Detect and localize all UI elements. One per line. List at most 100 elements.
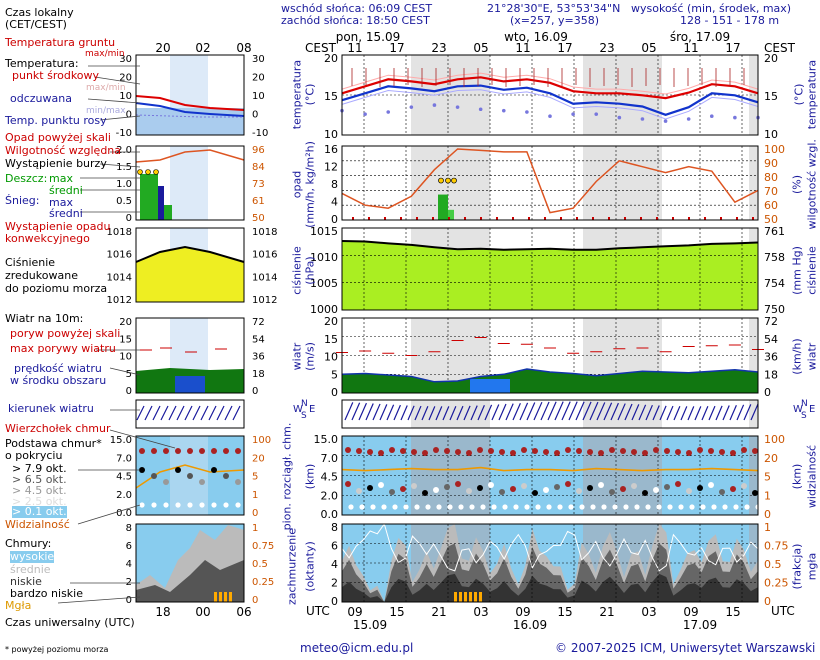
convective-marker-592 <box>592 217 594 220</box>
bottom-day-1: 16.09 <box>513 618 547 632</box>
vis-right-tick-0: 100 <box>764 433 785 446</box>
cloud-base-dot-2 <box>367 485 373 491</box>
top-day-2: śro, 17.09 <box>670 30 730 44</box>
legend-press-left-tick-1: 1016 <box>107 250 132 261</box>
wind-arrow-439 <box>435 406 443 421</box>
hum-title: wilgotność wzgl. <box>805 139 819 230</box>
storm-marker-0 <box>438 177 444 184</box>
dewpoint-point-9 <box>548 114 552 119</box>
visibility-line <box>341 466 759 472</box>
legend-perceived-line <box>135 102 245 117</box>
cloud-low-dot-14 <box>502 504 508 510</box>
cloud-low-dot-22 <box>590 504 596 510</box>
dir-panel-night-0 <box>411 400 490 428</box>
dewpoint-point-10 <box>571 112 575 116</box>
compass-w-right: W <box>793 404 803 415</box>
wind-area <box>342 369 758 393</box>
bottom-hour-8: 09 <box>683 605 698 619</box>
temp-unit: (°C) <box>303 83 317 106</box>
legend-perceived-minmax: min/max <box>86 106 126 116</box>
legend-cloudlow-4 <box>187 502 193 508</box>
cloud-low-dot-24 <box>612 504 618 510</box>
cloud-base-dot-20 <box>565 481 571 487</box>
legend-pointer-12 <box>109 429 176 449</box>
cloud-top-dot-18 <box>543 449 549 455</box>
legend-top-hour-0: 20 <box>155 41 170 55</box>
legend-wind-border <box>135 317 245 394</box>
cloud-title: pion. rozciągł. chm. <box>280 422 294 531</box>
legend-storm: Wystąpienie burzy <box>5 157 107 170</box>
cloud-top-dot-1 <box>356 448 362 454</box>
legend-arrow-180 <box>176 405 185 421</box>
dewpoint-point-5 <box>455 105 460 109</box>
cloud-base-dot-0 <box>345 481 351 487</box>
wind-arrow-488 <box>484 404 493 421</box>
precip-bar-max-9 <box>448 209 454 220</box>
legend-okt-25: > 2.5 okt. <box>12 495 67 508</box>
legend-cloudtop-6 <box>211 448 217 454</box>
cloud-low-dot-6 <box>414 504 420 510</box>
legend-press-border <box>135 227 245 303</box>
legend-pointer-16 <box>57 596 141 604</box>
cloud-low-dot-0 <box>348 504 354 510</box>
cloud-base-dot-22 <box>587 485 593 491</box>
cloud-top-dot-36 <box>741 447 747 453</box>
legend-precip-above: Opad powyżej skali <box>5 131 111 144</box>
convective-marker-400 <box>400 217 402 220</box>
cloud-low-dot-21 <box>579 504 585 510</box>
legend-local-time-zone: (CET/CEST) <box>5 18 67 31</box>
wind-left-tick-3: 5 <box>331 368 338 381</box>
cloud-base-dot-1 <box>356 488 362 494</box>
legend-cloudtop-0 <box>139 448 145 454</box>
legend-arrow-164 <box>160 405 169 421</box>
precip-title: opad <box>290 170 304 199</box>
legend-wind-right-tick-1: 54 <box>252 334 265 345</box>
legend-convective2: konwekcyjnego <box>5 232 90 245</box>
cloud-base-dot-12 <box>477 485 483 491</box>
convective-marker-640 <box>640 217 642 220</box>
wind-arrow-383 <box>379 404 388 421</box>
legend-temp-right-tick-1: 20 <box>252 73 265 84</box>
cloud-top-dot-20 <box>565 447 571 453</box>
vis-unit: (km) <box>790 463 804 490</box>
convective-marker-544 <box>544 217 546 220</box>
legend-cloudtop-3 <box>175 448 181 454</box>
legend-vis-right-tick-3: 1 <box>252 490 258 501</box>
press-right-tick-1: 758 <box>764 251 785 264</box>
precip-left-tick-4: 0 <box>331 213 338 226</box>
legend-temp-border <box>135 54 245 136</box>
utc-left: UTC <box>306 604 330 618</box>
cloud-low-dot-11 <box>469 504 475 510</box>
cloud-panel-border <box>341 435 759 516</box>
legend-okt-79: > 7.9 okt. <box>12 462 67 475</box>
cloud-night-2 <box>749 436 758 515</box>
cloud-base-dot-17 <box>532 490 538 496</box>
precip-panel-night-0 <box>411 146 490 220</box>
legend-precip-border <box>135 145 245 221</box>
wind-arrow-411 <box>407 405 415 421</box>
precip-panel-border <box>341 145 759 221</box>
legend-ground-temp: Temperatura gruntu <box>5 36 116 49</box>
email-link[interactable]: meteo@icm.edu.pl <box>300 641 414 655</box>
compass-e-left: E <box>309 404 316 415</box>
legend-cloudlow-8 <box>235 502 241 508</box>
wind-arrow-418 <box>414 405 422 421</box>
convective-marker-432 <box>432 217 434 220</box>
legend-wind-blue <box>175 376 205 393</box>
cloud-low-dot-4 <box>392 504 398 510</box>
cloud-low-dot-8 <box>436 504 442 510</box>
cloud-base-dot-9 <box>444 484 450 490</box>
legend-wind-right-tick-3: 18 <box>252 369 265 380</box>
convective-marker-464 <box>464 217 466 220</box>
legend-snow: Śnieg: <box>5 194 40 207</box>
legend-press-left-tick-2: 1014 <box>107 272 132 283</box>
top-hour-0: 11 <box>347 41 362 55</box>
wind-speed-line <box>341 368 759 383</box>
hum-right-tick-3: 70 <box>764 185 778 198</box>
grid-coordinates-text: (x=257, y=358) <box>510 14 600 27</box>
legend-press-left-tick-0: 1018 <box>107 227 132 238</box>
bottom-hour-5: 15 <box>557 605 572 619</box>
dewpoint-point-17 <box>733 115 737 120</box>
convective-marker-736 <box>736 217 738 220</box>
